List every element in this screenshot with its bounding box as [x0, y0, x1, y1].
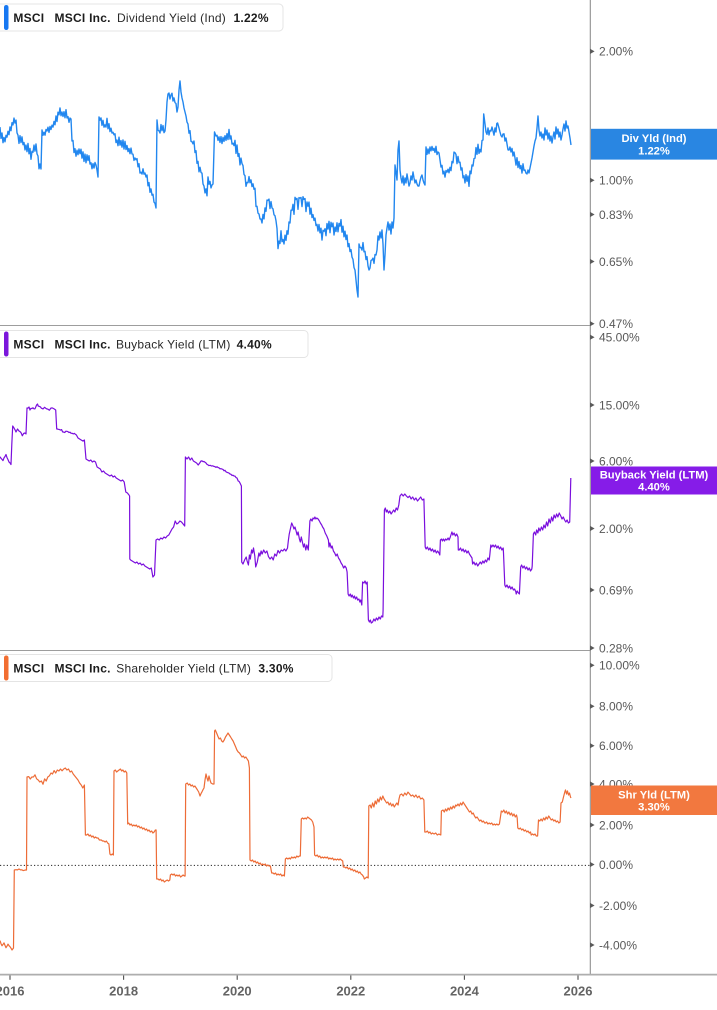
svg-text:0.65%: 0.65% — [599, 255, 633, 269]
svg-text:2020: 2020 — [223, 984, 252, 999]
svg-text:0.69%: 0.69% — [599, 583, 633, 597]
svg-text:MSCI Inc.: MSCI Inc. — [55, 11, 111, 25]
svg-text:0.83%: 0.83% — [599, 208, 633, 222]
svg-text:2026: 2026 — [564, 984, 593, 999]
svg-text:2.00%: 2.00% — [599, 522, 633, 536]
svg-text:15.00%: 15.00% — [599, 398, 640, 412]
svg-text:0.00%: 0.00% — [599, 858, 633, 872]
svg-text:3.30%: 3.30% — [258, 662, 293, 676]
svg-text:2018: 2018 — [109, 984, 138, 999]
svg-text:-4.00%: -4.00% — [599, 938, 637, 952]
svg-text:1.22%: 1.22% — [234, 11, 269, 25]
svg-text:Div Yld (Ind): Div Yld (Ind) — [621, 133, 686, 145]
svg-text:2022: 2022 — [336, 984, 365, 999]
svg-text:MSCI: MSCI — [13, 11, 44, 25]
svg-text:0.28%: 0.28% — [599, 641, 633, 655]
svg-text:Buyback Yield (LTM): Buyback Yield (LTM) — [116, 338, 231, 352]
svg-text:-2.00%: -2.00% — [599, 899, 637, 913]
svg-text:MSCI Inc.: MSCI Inc. — [55, 662, 111, 676]
svg-text:6.00%: 6.00% — [599, 739, 633, 753]
svg-text:2.00%: 2.00% — [599, 818, 633, 832]
svg-text:1.00%: 1.00% — [599, 174, 633, 188]
svg-text:0.47%: 0.47% — [599, 317, 633, 331]
svg-text:45.00%: 45.00% — [599, 331, 640, 345]
svg-text:10.00%: 10.00% — [599, 659, 640, 673]
svg-text:4.40%: 4.40% — [638, 482, 670, 494]
svg-text:3.30%: 3.30% — [638, 801, 670, 813]
svg-text:MSCI: MSCI — [13, 662, 44, 676]
svg-text:1.22%: 1.22% — [638, 145, 670, 157]
svg-text:2024: 2024 — [450, 984, 480, 999]
svg-text:Shr Yld (LTM): Shr Yld (LTM) — [618, 789, 690, 801]
svg-text:6.00%: 6.00% — [599, 454, 633, 468]
svg-text:Shareholder Yield (LTM): Shareholder Yield (LTM) — [116, 662, 251, 676]
svg-text:4.40%: 4.40% — [237, 338, 272, 352]
svg-text:8.00%: 8.00% — [599, 700, 633, 714]
svg-text:MSCI Inc.: MSCI Inc. — [55, 338, 111, 352]
svg-text:Dividend Yield (Ind): Dividend Yield (Ind) — [117, 11, 226, 25]
svg-text:Buyback Yield (LTM): Buyback Yield (LTM) — [600, 470, 709, 482]
svg-text:2.00%: 2.00% — [599, 45, 633, 59]
svg-text:MSCI: MSCI — [13, 338, 44, 352]
svg-text:2016: 2016 — [0, 984, 24, 999]
